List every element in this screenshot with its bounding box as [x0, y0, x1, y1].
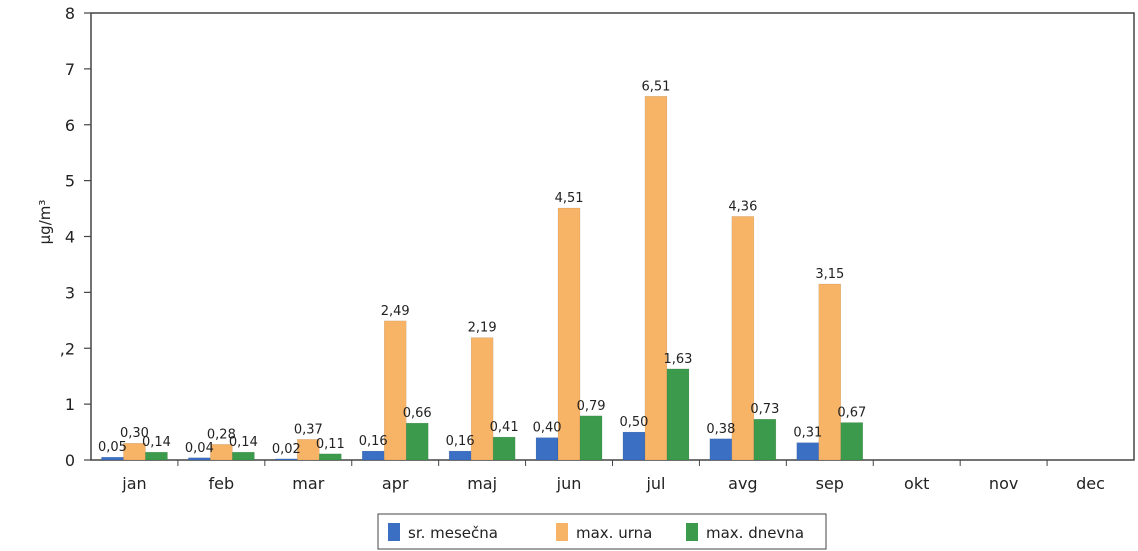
data-label: 0,16	[359, 434, 388, 449]
bar-max-dnevna-sep	[840, 422, 864, 461]
y-tick-label: 8	[65, 4, 75, 23]
x-tick-label: jan	[121, 474, 146, 493]
legend-swatch	[388, 523, 400, 541]
bar-max-dnevna-mar	[319, 453, 342, 461]
x-tick-label: sep	[816, 474, 844, 493]
bar-max-urna-sep	[818, 283, 842, 461]
x-tick-label: jun	[556, 474, 582, 493]
data-label: 2,19	[468, 321, 497, 336]
x-axis: jan feb mar apr maj jun jul avg sep okt nov dec	[121, 460, 1105, 493]
data-label: 0,66	[403, 406, 432, 421]
data-label: 0,11	[316, 437, 345, 452]
data-label: 4,36	[728, 199, 757, 214]
legend-box	[377, 513, 827, 550]
bar-max-urna-avg	[731, 216, 755, 461]
y-axis: 0 1 ,2 3 4 5 6 7 8	[60, 4, 91, 470]
y-tick-label: 1	[65, 395, 75, 414]
y-tick-label: 7	[65, 60, 75, 79]
bar-max-urna-jul	[644, 96, 668, 461]
bar-max-urna-jun	[557, 207, 581, 461]
x-tick-label: maj	[467, 474, 497, 493]
legend-entry: max. urna	[576, 524, 652, 542]
bar-sr-mese-na-mar	[275, 458, 298, 461]
legend: sr. mesečna max. urna max. dnevna	[377, 513, 827, 550]
x-tick-label: okt	[904, 474, 929, 493]
data-label: 0,50	[619, 415, 648, 430]
bar-max-dnevna-apr	[405, 422, 429, 461]
data-label: 0,04	[185, 441, 214, 456]
data-label: 0,14	[229, 435, 258, 450]
bar-max-urna-mar	[297, 439, 320, 461]
bar-sr-mese-na-sep	[796, 442, 820, 461]
data-label: 3,15	[815, 267, 844, 282]
data-labels: 0,05 0,04 0,02 0,16 0,16 0,40 0,50 0,38 0,31 0,30…	[98, 79, 866, 457]
x-tick-label: jul	[645, 474, 665, 493]
bar-max-dnevna-jun	[579, 415, 603, 461]
bar-sr-mese-na-feb	[188, 457, 211, 461]
legend-swatch	[686, 523, 698, 541]
y-tick-label: 5	[65, 172, 75, 191]
y-tick-label: 6	[65, 116, 75, 135]
plot-border	[90, 12, 1135, 461]
x-tick-label: nov	[989, 474, 1018, 493]
data-label: 0,38	[706, 422, 735, 437]
bar-sr-mese-na-avg	[709, 438, 733, 461]
bars	[101, 96, 864, 461]
bar-sr-mese-na-apr	[361, 450, 385, 461]
data-label: 0,73	[750, 402, 779, 417]
bar-max-dnevna-jan	[145, 451, 168, 461]
plot-frame	[90, 12, 1135, 461]
bar-max-dnevna-maj	[492, 436, 516, 461]
legend-entry: sr. mesečna	[408, 524, 498, 542]
y-axis-label: µg/m³	[36, 200, 54, 245]
y-tick-label: 3	[65, 283, 75, 302]
bar-max-urna-jan	[123, 442, 146, 461]
data-label: 0,14	[142, 435, 171, 450]
bar-sr-mese-na-jan	[101, 456, 124, 461]
data-label: 0,41	[490, 420, 519, 435]
bar-max-urna-apr	[383, 320, 407, 461]
data-label: 0,30	[120, 426, 149, 441]
data-label: 4,51	[555, 191, 584, 206]
bar-max-dnevna-avg	[753, 418, 777, 461]
x-tick-label: mar	[292, 474, 324, 493]
y-tick-label: ,2	[60, 339, 75, 358]
data-label: 0,79	[577, 399, 606, 414]
bar-max-dnevna-jul	[666, 368, 690, 461]
bar-sr-mese-na-jul	[622, 431, 646, 461]
x-tick-label: feb	[209, 474, 235, 493]
y-tick-label: 4	[65, 228, 75, 247]
data-label: 0,16	[446, 434, 475, 449]
data-label: 0,37	[294, 422, 323, 437]
bar-sr-mese-na-jun	[535, 437, 559, 461]
legend-swatch	[556, 523, 568, 541]
bar-sr-mese-na-maj	[448, 450, 472, 461]
x-tick-label: apr	[382, 474, 409, 493]
x-tick-label: dec	[1076, 474, 1105, 493]
legend-entry: max. dnevna	[706, 524, 804, 542]
bar-max-dnevna-feb	[232, 451, 255, 461]
data-label: 0,31	[793, 426, 822, 441]
x-tick-label: avg	[728, 474, 757, 493]
data-label: 0,05	[98, 440, 127, 455]
data-label: 0,40	[533, 421, 562, 436]
bar-max-urna-maj	[470, 337, 494, 461]
data-label: 0,67	[837, 406, 866, 421]
y-tick-label: 0	[65, 451, 75, 470]
data-label: 0,02	[272, 442, 301, 457]
data-label: 0,28	[207, 427, 236, 442]
data-label: 1,63	[663, 352, 692, 367]
data-label: 6,51	[641, 79, 670, 94]
data-label: 2,49	[381, 304, 410, 319]
